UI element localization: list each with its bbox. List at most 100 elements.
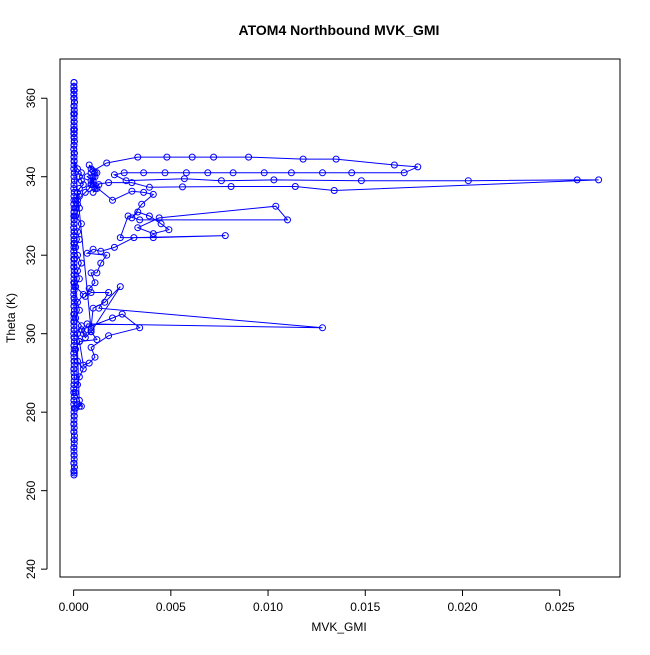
data-point: [70, 86, 78, 94]
data-point: [83, 320, 91, 328]
data-point: [70, 318, 78, 326]
data-point: [70, 396, 78, 404]
data-point: [70, 98, 78, 106]
data-point: [128, 187, 136, 195]
data-point: [70, 83, 78, 90]
data-point: [89, 304, 97, 312]
data-point: [70, 342, 78, 349]
data-point: [89, 245, 97, 253]
data-point: [103, 159, 111, 167]
y-tick-label: 300: [24, 323, 38, 343]
data-point: [87, 326, 95, 334]
data-point: [74, 251, 81, 259]
data-point: [87, 177, 95, 185]
data-point: [87, 289, 95, 296]
data-point: [70, 251, 78, 259]
data-point: [97, 247, 105, 255]
data-point: [227, 183, 235, 190]
data-point: [74, 188, 81, 196]
data-point: [70, 192, 78, 200]
data-point: [103, 251, 111, 259]
data-point: [182, 169, 190, 177]
data-point: [245, 153, 253, 161]
data-point: [74, 200, 81, 208]
data-point: [136, 324, 144, 332]
x-tick-label: 0.010: [253, 600, 283, 614]
data-series: [70, 79, 603, 479]
data-point: [188, 153, 196, 161]
data-point: [70, 330, 78, 338]
data-point: [134, 224, 142, 232]
data-point: [72, 204, 80, 212]
data-point: [83, 249, 91, 257]
data-point: [70, 247, 78, 255]
chart-title: ATOM4 Northbound MVK_GMI: [239, 22, 440, 38]
data-point: [74, 267, 81, 275]
data-point: [70, 440, 78, 448]
data-point: [163, 153, 171, 161]
data-point: [70, 408, 78, 416]
data-point: [70, 224, 78, 232]
data-point: [70, 118, 78, 126]
data-point: [299, 155, 307, 163]
y-tick-label: 260: [24, 480, 38, 500]
y-tick-label: 340: [24, 166, 38, 186]
data-point: [70, 451, 78, 459]
x-axis-label: MVK_GMI: [311, 620, 366, 634]
data-point: [70, 279, 78, 287]
data-point: [70, 369, 78, 377]
data-point: [70, 181, 78, 189]
data-point: [272, 202, 280, 210]
data-point: [136, 216, 144, 224]
data-point: [89, 167, 97, 175]
data-point: [70, 94, 78, 102]
data-point: [179, 183, 186, 191]
x-tick-label: 0.000: [59, 600, 89, 614]
data-point: [75, 192, 83, 200]
data-point: [75, 204, 83, 212]
data-point: [81, 188, 89, 196]
data-point: [128, 214, 136, 222]
data-point: [128, 179, 136, 187]
data-point: [74, 298, 81, 306]
data-point: [72, 389, 80, 397]
y-tick-label: 280: [24, 402, 38, 422]
data-point: [70, 114, 78, 122]
data-point: [72, 196, 80, 204]
y-tick-label: 320: [24, 245, 38, 265]
data-point: [105, 179, 113, 187]
data-point: [260, 169, 268, 177]
data-point: [130, 234, 138, 242]
data-point: [70, 306, 78, 314]
data-point: [70, 259, 78, 267]
data-point: [93, 336, 101, 344]
data-point: [400, 169, 408, 177]
data-point: [75, 236, 83, 243]
data-point: [70, 263, 78, 271]
data-point: [118, 310, 126, 318]
data-point: [70, 126, 78, 134]
data-point: [70, 447, 78, 455]
data-point: [74, 165, 81, 173]
data-point: [72, 283, 80, 291]
data-point: [89, 177, 97, 185]
data-point: [79, 361, 87, 369]
data-point: [74, 357, 81, 365]
data-point: [105, 332, 113, 340]
x-tick-label: 0.005: [156, 600, 186, 614]
data-point: [70, 310, 78, 318]
data-point: [91, 353, 99, 361]
data-point: [70, 220, 78, 228]
data-point: [91, 279, 99, 287]
data-point: [70, 165, 78, 173]
data-point: [105, 289, 113, 296]
data-point: [70, 177, 78, 185]
data-point: [70, 291, 78, 298]
data-point: [70, 110, 78, 118]
data-point: [134, 153, 142, 161]
data-point: [70, 236, 78, 243]
data-point: [70, 326, 78, 334]
axes: 0.000 0.005 0.010 0.015 0.020 0.025 240 260 280 3…: [24, 88, 575, 614]
data-point: [79, 181, 87, 189]
